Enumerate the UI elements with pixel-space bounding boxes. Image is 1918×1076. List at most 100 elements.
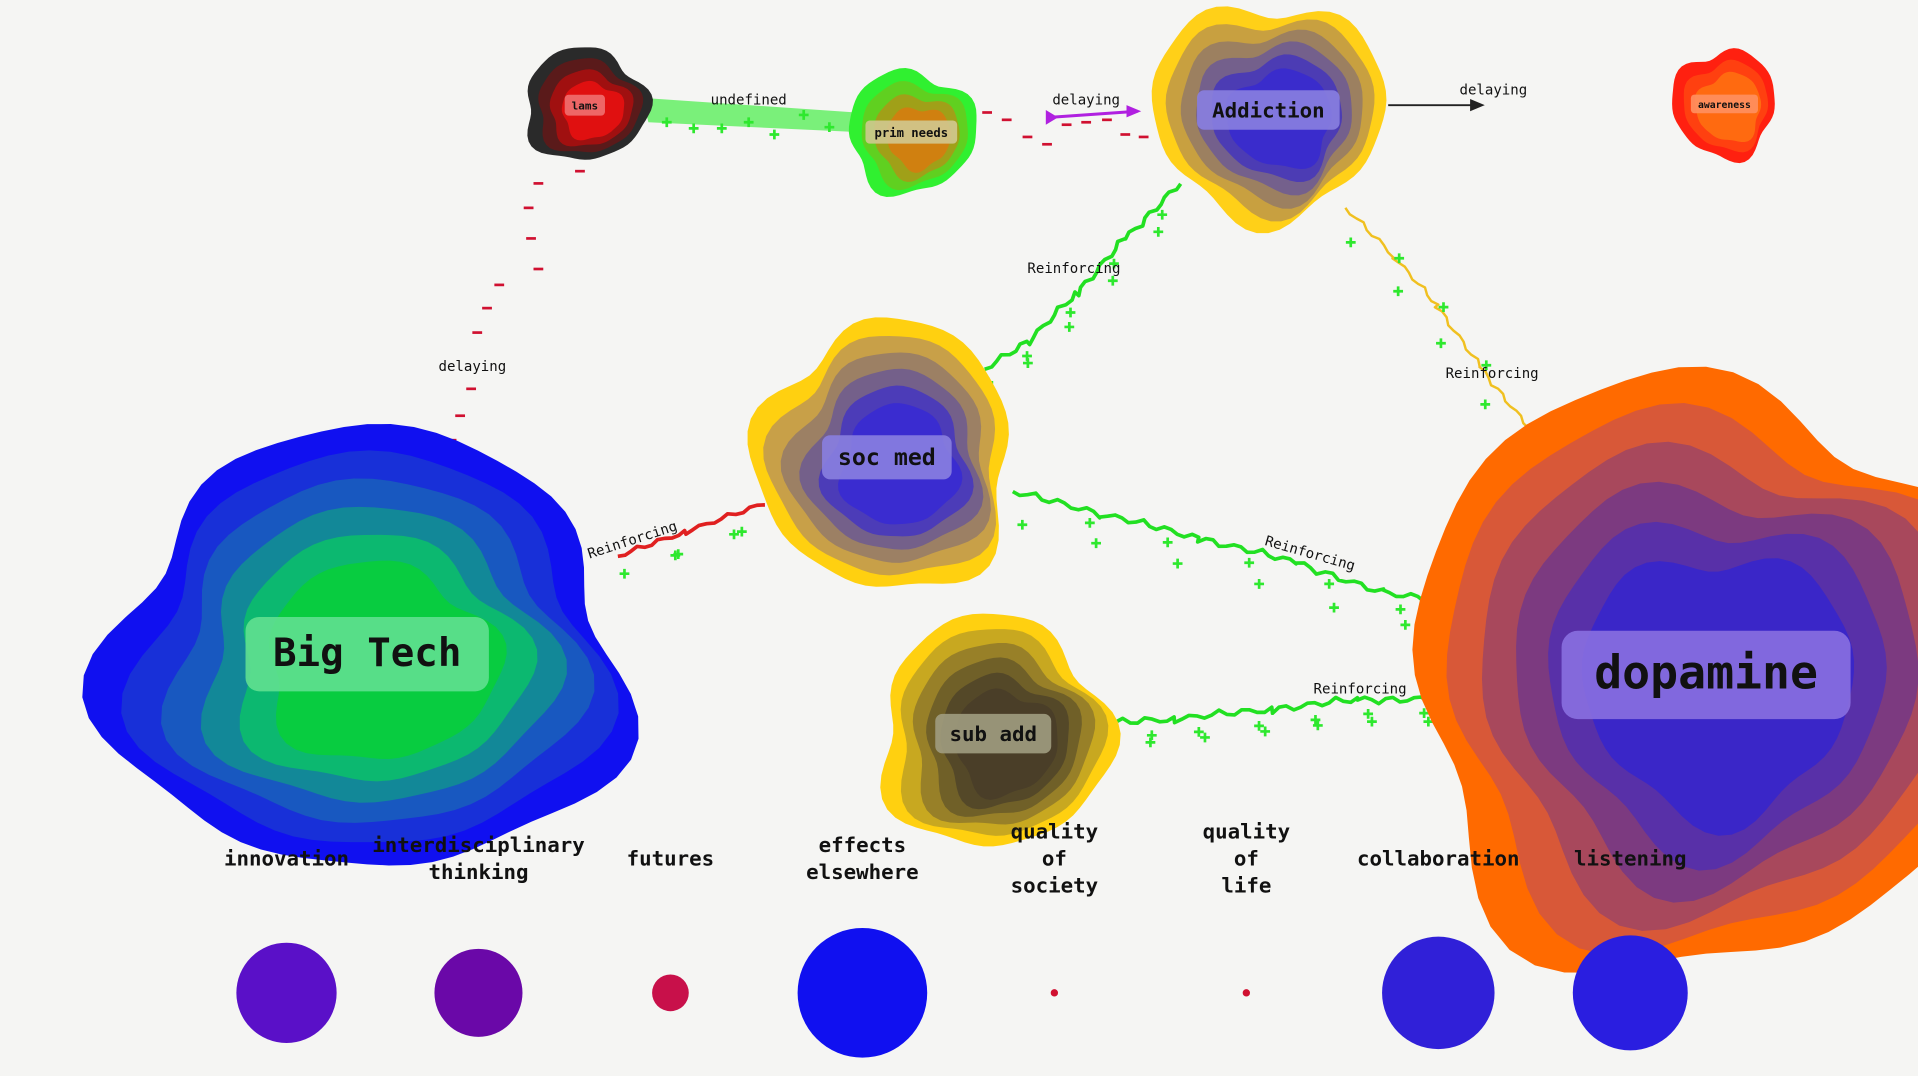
legend: innovation interdisciplinary thinking futur… bbox=[224, 820, 1688, 1058]
legend-label: quality bbox=[1011, 820, 1099, 844]
node-label: dopamine bbox=[1594, 646, 1818, 700]
node[interactable]: sub add bbox=[880, 613, 1121, 847]
legend-label: futures bbox=[627, 847, 715, 871]
node-label: prim needs bbox=[875, 126, 949, 140]
legend-item[interactable]: interdisciplinary thinking bbox=[372, 833, 585, 1037]
plus-sign bbox=[824, 122, 835, 133]
edge-label: delaying bbox=[1460, 82, 1528, 98]
plus-sign bbox=[1393, 286, 1404, 297]
legend-circle bbox=[236, 942, 337, 1043]
node[interactable]: prim needs bbox=[848, 67, 977, 197]
legend-item[interactable]: innovation bbox=[224, 847, 349, 1043]
plus-sign bbox=[743, 117, 754, 128]
plus-sign bbox=[1260, 726, 1271, 737]
node-label-pill bbox=[935, 713, 1052, 754]
plus-sign bbox=[1480, 399, 1491, 410]
plus-sign bbox=[1423, 716, 1434, 727]
edge-band bbox=[642, 97, 857, 133]
plus-sign bbox=[1395, 604, 1406, 615]
node-label: soc med bbox=[838, 444, 936, 471]
plus-sign bbox=[1193, 727, 1204, 737]
node[interactable]: awareness bbox=[1672, 48, 1775, 164]
legend-label: elsewhere bbox=[806, 860, 919, 884]
plus-sign bbox=[1145, 737, 1156, 748]
legend-item[interactable]: collaboration bbox=[1357, 847, 1520, 1050]
edge-label: delaying bbox=[439, 359, 507, 375]
legend-circle bbox=[1382, 936, 1495, 1050]
plus-sign bbox=[1394, 253, 1405, 264]
nodes: lams prim needs Addiction awareness soc med B… bbox=[82, 6, 1918, 973]
plus-sign bbox=[1157, 209, 1168, 220]
plus-sign bbox=[1162, 537, 1173, 548]
plus-sign bbox=[1363, 708, 1374, 719]
edge-arrow bbox=[1049, 109, 1138, 119]
legend-circle bbox=[1050, 989, 1059, 997]
node-label: lams bbox=[572, 99, 599, 112]
node-label-pill bbox=[245, 616, 489, 692]
plus-sign bbox=[1022, 351, 1032, 361]
node-label: sub add bbox=[949, 722, 1037, 746]
plus-sign bbox=[716, 123, 727, 134]
plus-sign bbox=[1172, 558, 1183, 569]
plus-sign bbox=[736, 526, 747, 537]
plus-sign bbox=[1065, 307, 1076, 318]
node[interactable]: soc med bbox=[747, 317, 1009, 587]
edge-label: Reinforcing bbox=[1446, 366, 1539, 382]
plus-sign bbox=[1109, 258, 1119, 269]
plus-sign bbox=[1084, 518, 1095, 528]
plus-sign bbox=[1438, 302, 1449, 313]
legend-label: effects bbox=[819, 833, 907, 857]
node-label-pill bbox=[1197, 90, 1340, 130]
legend-label: listening bbox=[1574, 847, 1687, 871]
node-label: awareness bbox=[1698, 100, 1751, 111]
edge-label: Reinforcing bbox=[1027, 261, 1120, 277]
legend-label: innovation bbox=[224, 847, 349, 871]
plus-sign bbox=[1091, 538, 1101, 549]
node[interactable]: Big Tech bbox=[82, 424, 639, 866]
legend-label: society bbox=[1011, 873, 1099, 897]
plus-sign bbox=[1017, 519, 1028, 530]
plus-sign bbox=[1200, 732, 1210, 743]
node-label-pill bbox=[1690, 94, 1758, 114]
node-label: Addiction bbox=[1212, 98, 1325, 122]
node-label-pill bbox=[1561, 630, 1851, 720]
plus-sign bbox=[1329, 602, 1339, 613]
plus-sign bbox=[1064, 322, 1075, 332]
edge-line bbox=[1100, 693, 1451, 728]
node[interactable]: dopamine bbox=[1412, 366, 1918, 973]
node-label-pill bbox=[564, 94, 605, 116]
edge-line bbox=[617, 503, 766, 559]
plus-sign bbox=[1345, 237, 1356, 248]
plus-sign bbox=[1146, 730, 1157, 741]
legend-circle bbox=[652, 974, 689, 1012]
node-label-pill bbox=[865, 120, 958, 144]
node[interactable]: Addiction bbox=[1151, 6, 1387, 234]
legend-label: of bbox=[1042, 847, 1067, 871]
plus-sign bbox=[769, 129, 780, 140]
plus-sign bbox=[688, 123, 699, 134]
edge-label: undefined bbox=[711, 92, 787, 108]
node[interactable]: lams bbox=[527, 47, 653, 160]
plus-sign bbox=[729, 529, 739, 540]
plus-sign bbox=[1419, 708, 1429, 718]
legend-circle bbox=[1572, 935, 1688, 1051]
legend-label: interdisciplinary bbox=[372, 833, 585, 857]
legend-item[interactable]: effects elsewhere bbox=[797, 833, 928, 1058]
plus-sign bbox=[619, 568, 630, 579]
legend-item[interactable]: futures bbox=[627, 847, 715, 1012]
edge-line bbox=[984, 182, 1183, 372]
legend-label: life bbox=[1221, 873, 1271, 897]
legend-item[interactable]: listening bbox=[1572, 847, 1688, 1051]
arrow-head bbox=[1470, 99, 1485, 112]
legend-circle bbox=[434, 948, 523, 1037]
plus-sign bbox=[1400, 619, 1411, 630]
plus-sign bbox=[1481, 360, 1492, 371]
plus-sign bbox=[1310, 714, 1321, 725]
plus-sign bbox=[1107, 275, 1118, 286]
edge-label: delaying bbox=[1052, 92, 1120, 108]
legend-circle bbox=[797, 928, 928, 1058]
plus-sign bbox=[1367, 716, 1377, 727]
